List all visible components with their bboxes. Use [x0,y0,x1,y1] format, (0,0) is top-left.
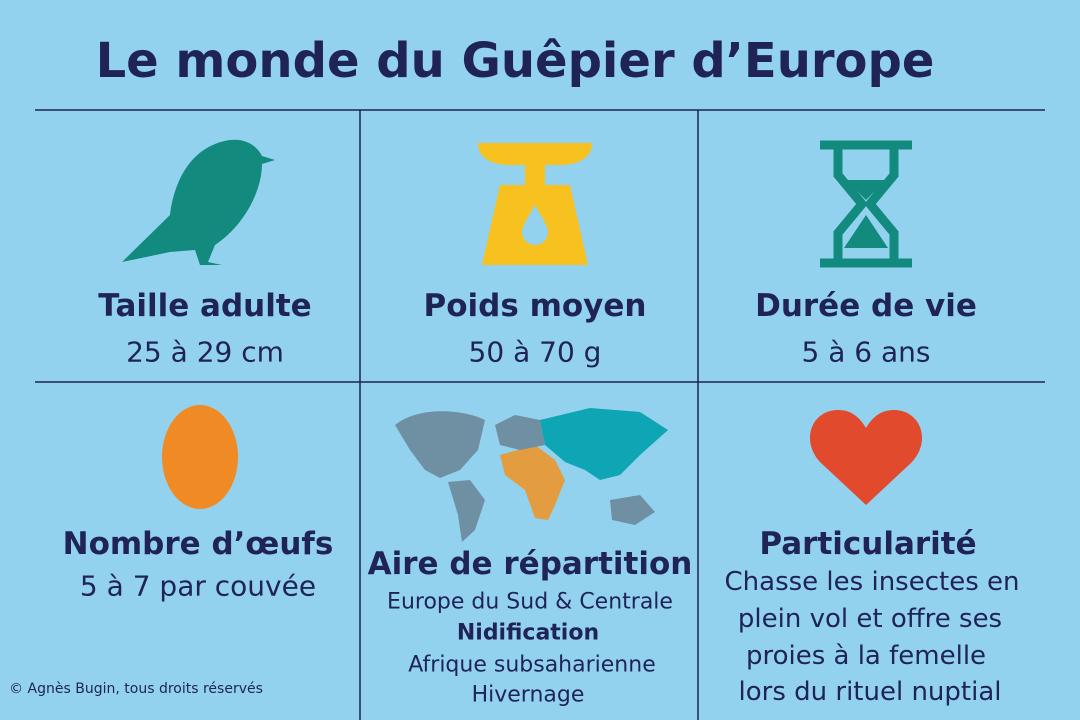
cell-title: Taille adulte [98,288,312,324]
cell-title: Particularité [759,526,977,562]
hourglass-sand [844,180,888,248]
cell-text: lors du rituel nuptial [738,677,1002,707]
cell-text: Hivernage [471,682,585,708]
world-map [395,408,668,542]
cell-value: 50 à 70 g [468,335,602,369]
cell-text: proies à la femelle [745,641,987,671]
egg-icon [162,405,238,509]
cell-text: plein vol et offre ses [737,604,1003,634]
cell-value: 5 à 6 ans [801,335,931,369]
credit: © Agnès Bugin, tous droits réservés [9,681,263,697]
cell-text: Nidification [456,620,600,646]
scale-drop [522,205,548,245]
cell-title: Poids moyen [423,288,647,324]
cell-value: 25 à 29 cm [126,335,284,369]
title: Le monde du Guêpier d’Europe [95,33,935,89]
cell-text: Europe du Sud & Centrale [387,589,673,615]
cell-value: 5 à 7 par couvée [79,569,317,603]
cell-text: Chasse les insectes en [724,567,1020,597]
cell-text: Afrique subsaharienne [408,652,656,678]
heart-icon [809,410,923,505]
cell-title: Aire de répartition [367,546,693,582]
grid [35,109,1045,720]
bird-icon [122,139,275,265]
scale-icon [478,143,592,265]
cell-title: Nombre d’œufs [62,526,334,562]
cell-title: Durée de vie [755,288,977,324]
hourglass-icon [820,140,912,268]
